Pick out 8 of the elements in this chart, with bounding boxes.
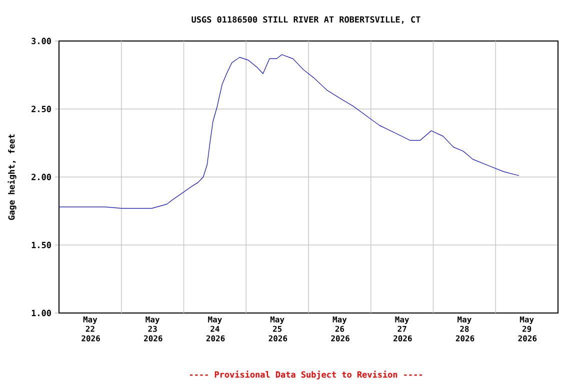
y-tick-label: 1.00 — [32, 310, 51, 316]
y-tick-label: 3.00 — [32, 38, 51, 44]
chart-title: USGS 01186500 STILL RIVER AT ROBERTSVILLE, CT — [192, 16, 420, 24]
y-axis-title: Gage height, feet — [8, 134, 16, 220]
y-tick-label: 1.50 — [32, 242, 51, 248]
y-tick-label: 2.50 — [32, 106, 51, 112]
text: ---- Provisional Data Subject to Revision ---- — [190, 370, 422, 380]
y-tick-label: 2.00 — [32, 174, 51, 180]
